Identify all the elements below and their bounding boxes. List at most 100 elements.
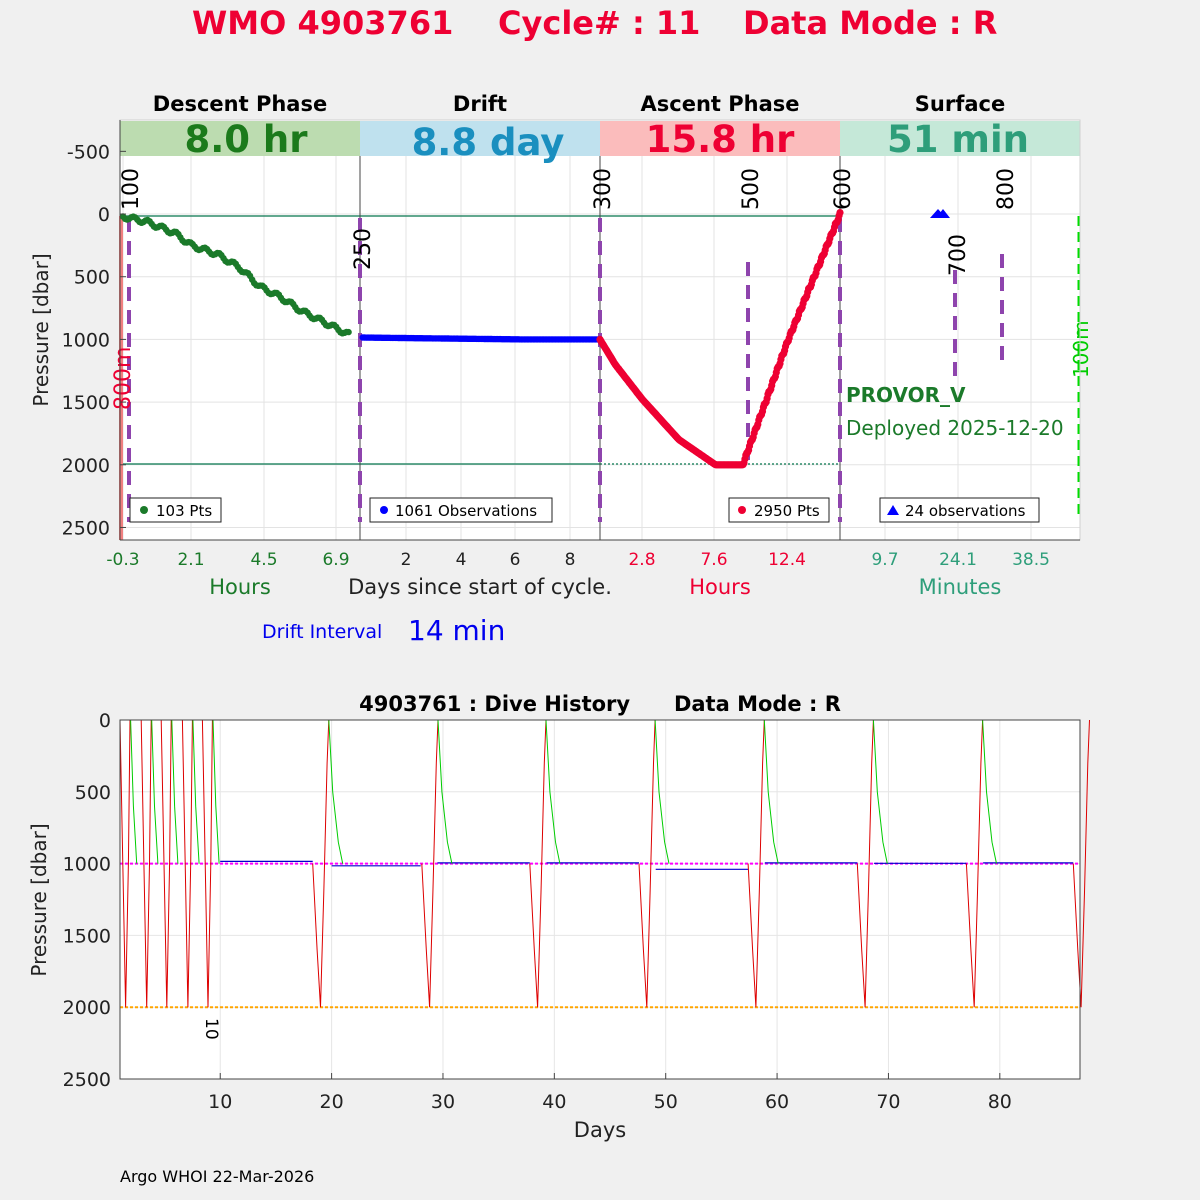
dive-history-y-axis-label: Pressure [dbar] (27, 823, 51, 976)
cycle-ascent-line (529, 719, 547, 1008)
float-type: PROVOR_V (846, 383, 966, 407)
marker-label-100: 100 (119, 168, 144, 210)
legend-marker (738, 506, 746, 514)
surface-point (936, 209, 950, 218)
y-tick-label: 0 (99, 710, 111, 732)
dive-history-title-text: 4903761 : Dive History Data Mode : R (359, 692, 841, 716)
descent-x-ticks: -0.3 2.1 4.5 6.9 (106, 550, 349, 570)
drift-x-ticks: 2 4 6 8 (401, 550, 576, 570)
test-dive-ascent-line (160, 719, 172, 1008)
legend-drift: 1061 Observations (369, 497, 553, 523)
surface-x-unit: Minutes (919, 575, 1002, 599)
ascent-x-unit: Hours (689, 575, 751, 599)
legend-label: 2950 Pts (754, 502, 820, 520)
cycle-descent-line (437, 719, 453, 864)
cycle-ascent-line (965, 719, 984, 1008)
dive-history-panel: 4903761 : Dive History Data Mode : R 10 … (27, 692, 1090, 1142)
y-tick-label: 2000 (62, 455, 110, 477)
y-tick-label: 500 (75, 782, 111, 804)
cycle-y-axis-label: Pressure [dbar] (29, 253, 53, 406)
cycle-descent-line (982, 719, 997, 864)
legend-label: 103 Pts (156, 502, 212, 520)
surface-series (930, 209, 950, 218)
x-tick-label: 12.4 (768, 550, 806, 570)
cycle-ascent-line (1072, 719, 1090, 1008)
deployment-date: Deployed 2025-12-20 (846, 416, 1064, 440)
x-tick-label: 6 (510, 550, 521, 570)
legend-descent: 103 Pts (129, 497, 222, 523)
drift-x-unit: Days since start of cycle. (348, 575, 612, 599)
y-tick-label: 0 (98, 204, 110, 226)
test-dive-ascent-line (140, 719, 152, 1008)
phase-name-surface: Surface (915, 92, 1005, 116)
x-tick-label: 4.5 (250, 550, 277, 570)
cycle-descent-line (328, 719, 344, 864)
dive-history-frame (119, 719, 1081, 1080)
x-tick-label: 4 (456, 550, 467, 570)
title-wmo: WMO 4903761 (192, 4, 453, 42)
y-tick-label: 2500 (63, 1069, 111, 1091)
y-tick-label: 2000 (63, 997, 111, 1019)
phase-x-units: Hours Days since start of cycle. Hours M… (209, 575, 1001, 599)
cycle-y-ticks: -500 0 500 1000 1500 2000 2500 (62, 141, 126, 539)
ascent-series (596, 209, 844, 469)
test-dive-ascent-line (201, 719, 213, 1008)
y-tick-label: 500 (74, 267, 110, 289)
dive-history-annotation: 10 (201, 1018, 221, 1040)
phase-durations: 8.0 hr 8.8 day 15.8 hr 51 min (184, 118, 1028, 164)
drift-interval-value: 14 min (408, 614, 505, 647)
x-tick-label: 40 (542, 1091, 566, 1113)
dive-history-x-ticks: 10 20 30 40 50 60 70 80 (208, 1073, 1012, 1113)
test-dive-descent-line (212, 719, 220, 864)
x-tick-label: 30 (431, 1091, 455, 1113)
phase-name-ascent: Ascent Phase (641, 92, 800, 116)
dive-history-y-ticks: 0 500 1000 1500 2000 2500 (63, 710, 111, 1091)
y-tick-label: 1000 (63, 854, 111, 876)
cycle-panel: Descent Phase Drift Ascent Phase Surface… (29, 92, 1093, 647)
test-dive-ascent-line (119, 719, 131, 1008)
test-dive-ascent-line (181, 719, 193, 1008)
phase-bands (120, 121, 1080, 156)
y-tick-label: 1500 (62, 392, 110, 414)
phase-duration-descent: 8.0 hr (184, 118, 308, 161)
x-tick-label: 80 (988, 1091, 1012, 1113)
x-tick-label: 8 (565, 550, 576, 570)
y-tick-label: 1500 (63, 925, 111, 947)
marker-label-500: 500 (739, 168, 764, 210)
phase-duration-drift: 8.8 day (412, 121, 565, 164)
descent-series (119, 213, 352, 337)
x-tick-label: 70 (876, 1091, 900, 1113)
surface-x-ticks: 9.7 24.1 38.5 (871, 550, 1049, 570)
cycle-descent-line (654, 719, 670, 864)
ascent-point (836, 209, 844, 217)
cycle-ascent-line (856, 719, 874, 1008)
legend-marker (380, 506, 388, 514)
legend-box (879, 497, 1040, 523)
x-tick-label: 20 (320, 1091, 344, 1113)
figure-title: WMO 4903761 Cycle# : 11 Data Mode : R (192, 4, 997, 42)
marker-label-800: 800 (994, 168, 1019, 210)
marker-labels: 100 250 300 500 600 700 800 (119, 168, 1019, 276)
phase-duration-ascent: 15.8 hr (646, 118, 796, 161)
ascent-x-ticks: 2.8 7.6 12.4 (628, 550, 805, 570)
right-depth-marker: 100m (1069, 320, 1093, 378)
x-tick-label: 10 (208, 1091, 232, 1113)
descent-x-unit: Hours (209, 575, 271, 599)
cycle-descent-line (763, 719, 779, 864)
legend-box (728, 497, 830, 523)
descent-point (345, 328, 352, 336)
legend-label: 1061 Observations (395, 502, 537, 520)
x-tick-label: 2.1 (177, 550, 204, 570)
dive-history-title: 4903761 : Dive History Data Mode : R (359, 692, 841, 716)
cycle-ascent-line (312, 719, 330, 1008)
x-tick-label: 2.8 (628, 550, 655, 570)
legend-box (369, 497, 553, 523)
cycle-ascent-line (747, 719, 765, 1008)
marker-lines (127, 218, 1004, 522)
title-cycle: Cycle# : 11 (498, 4, 700, 42)
phase-band-surface (840, 121, 1080, 156)
x-tick-label: 60 (765, 1091, 789, 1113)
marker-label-600: 600 (831, 168, 856, 210)
left-depth-marker: 800m (111, 347, 136, 410)
